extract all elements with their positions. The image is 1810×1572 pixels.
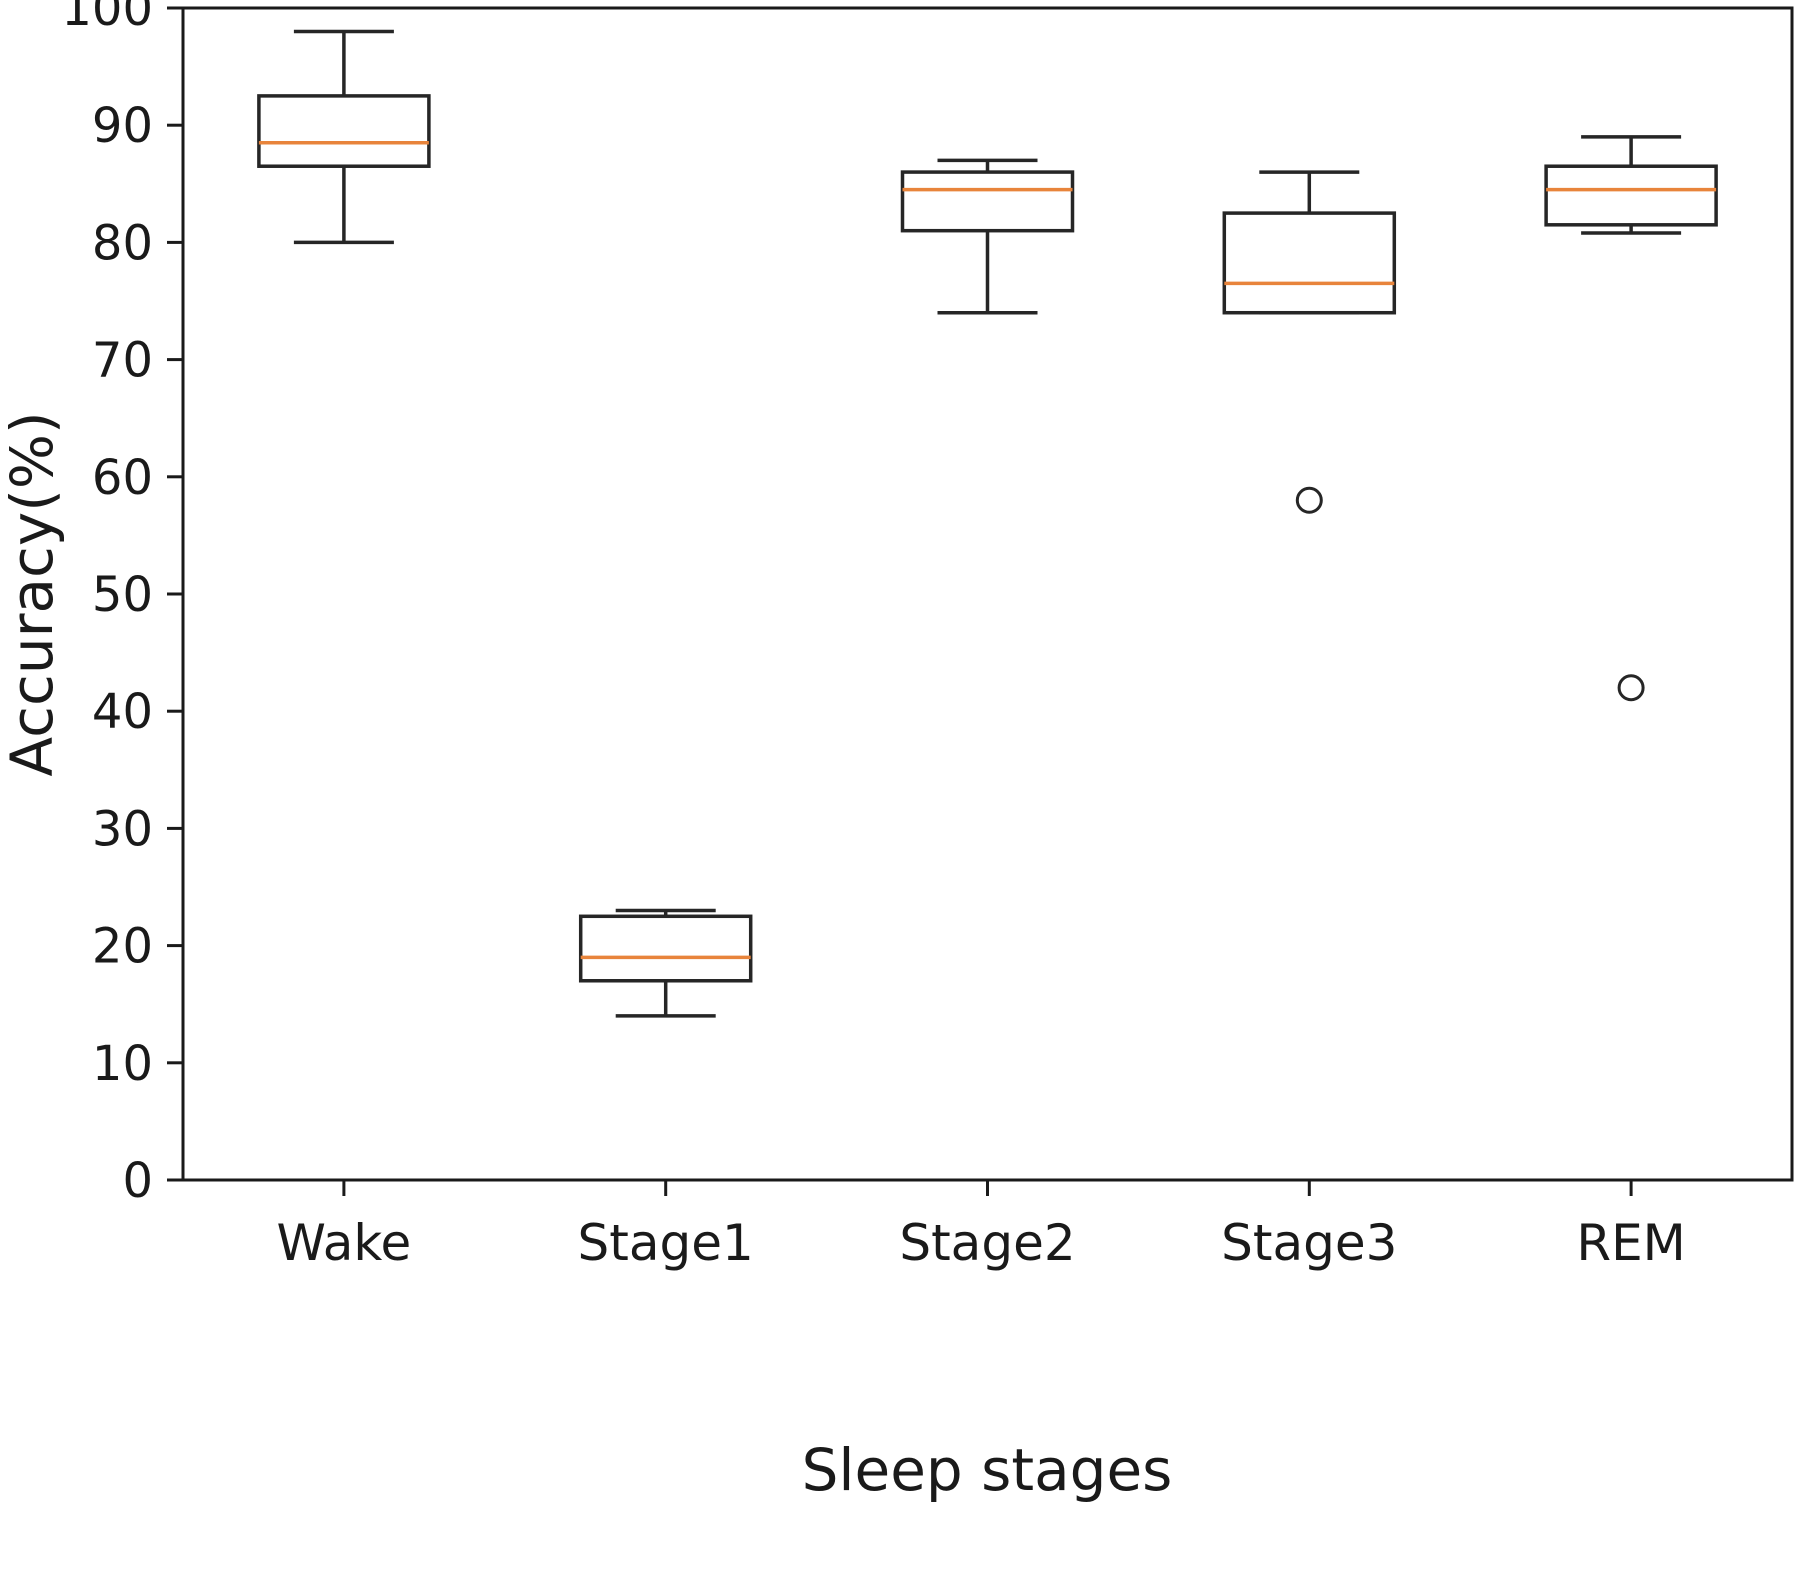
y-tick-label: 90	[92, 98, 153, 154]
outlier-point	[1295, 486, 1323, 514]
box-stage1	[578, 914, 753, 983]
outlier-point	[1617, 674, 1645, 702]
y-tick-label: 0	[122, 1153, 153, 1209]
x-tick-label-stage3: Stage3	[1221, 1214, 1397, 1272]
box-rem	[1544, 164, 1718, 227]
x-tick-label-rem: REM	[1576, 1214, 1685, 1272]
box-stage2	[900, 170, 1075, 233]
box-wake	[257, 94, 431, 168]
plot-layer: 0 10 20 30 40 50 60 70 80 90 100 Wake Stage1 Stage2 St…	[61, 0, 1794, 1272]
y-tick-label: 80	[92, 215, 153, 271]
x-axis-label: Sleep stages	[802, 1436, 1173, 1504]
y-tick-label: 70	[92, 333, 153, 389]
y-tick-label: 50	[92, 567, 153, 623]
x-tick-label-stage2: Stage2	[899, 1214, 1075, 1272]
x-tick-label-wake: Wake	[276, 1214, 411, 1272]
y-tick-label: 40	[92, 684, 153, 740]
box-stage3	[1222, 211, 1397, 315]
y-tick-label: 20	[92, 919, 153, 975]
y-tick-label: 100	[61, 0, 153, 37]
y-tick-label: 60	[92, 450, 153, 506]
y-axis-label: Accuracy(%)	[0, 411, 66, 776]
y-tick-label: 10	[92, 1036, 153, 1092]
y-tick-label: 30	[92, 801, 153, 857]
x-tick-label-stage1: Stage1	[578, 1214, 754, 1272]
